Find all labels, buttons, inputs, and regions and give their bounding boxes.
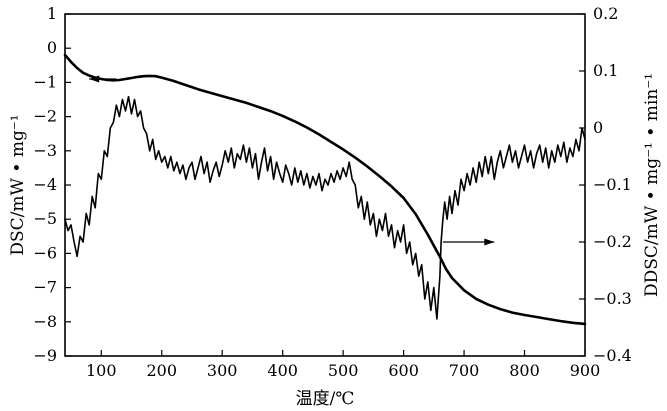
annotations (89, 75, 495, 246)
y-left-tick-label: −1 (33, 72, 57, 91)
y-right-tick-label: −0.3 (593, 289, 632, 308)
y-right-ticks: 0.2 0.1 0 −0.1 −0.2 −0.3 −0.4 (579, 4, 632, 365)
ddsc-series-line (64, 95, 586, 320)
axis-arrow-left-axis (89, 75, 117, 83)
x-ticks: 100 200 300 400 500 600 700 800 900 (86, 350, 600, 380)
x-tick-label: 800 (509, 361, 540, 380)
y-left-ticks: 1 0 −1 −2 −3 −4 −5 −6 −7 −8 −9 (33, 4, 71, 365)
y-left-tick-label: 1 (47, 4, 57, 23)
y-right-tick-label: 0 (593, 118, 603, 137)
y-left-axis-title: DSC/mW • mg⁻¹ (8, 114, 28, 255)
y-right-tick-label: 0.1 (593, 61, 618, 80)
x-tick-label: 100 (86, 361, 117, 380)
y-left-tick-label: −5 (33, 209, 57, 228)
x-tick-label: 200 (146, 361, 177, 380)
x-tick-label: 700 (449, 361, 480, 380)
y-left-tick-label: −8 (33, 312, 57, 331)
x-tick-label: 400 (267, 361, 298, 380)
x-axis-title: 温度/℃ (296, 389, 355, 409)
axis-arrow-right-axis (442, 238, 495, 246)
y-right-axis-title: DDSC/mW • mg⁻¹ • min⁻¹ (642, 73, 662, 297)
plot-lines (63, 53, 587, 326)
y-left-tick-label: −4 (33, 175, 57, 194)
x-tick-label: 500 (328, 361, 359, 380)
x-tick-label: 600 (388, 361, 419, 380)
y-right-tick-label: −0.4 (593, 346, 632, 365)
x-tick-label: 300 (207, 361, 238, 380)
y-left-tick-label: −3 (33, 141, 57, 160)
x-tick-label: 900 (570, 361, 601, 380)
dsc-series-line (63, 53, 587, 326)
y-left-tick-label: −2 (33, 107, 57, 126)
y-left-tick-label: 0 (47, 38, 57, 57)
y-left-tick-label: −6 (33, 243, 57, 262)
plot-frame (64, 13, 586, 357)
y-right-tick-label: −0.2 (593, 232, 632, 251)
y-left-tick-label: −9 (33, 346, 57, 365)
y-left-tick-label: −7 (33, 278, 57, 297)
y-right-tick-label: 0.2 (593, 4, 618, 23)
y-right-tick-label: −0.1 (593, 175, 632, 194)
